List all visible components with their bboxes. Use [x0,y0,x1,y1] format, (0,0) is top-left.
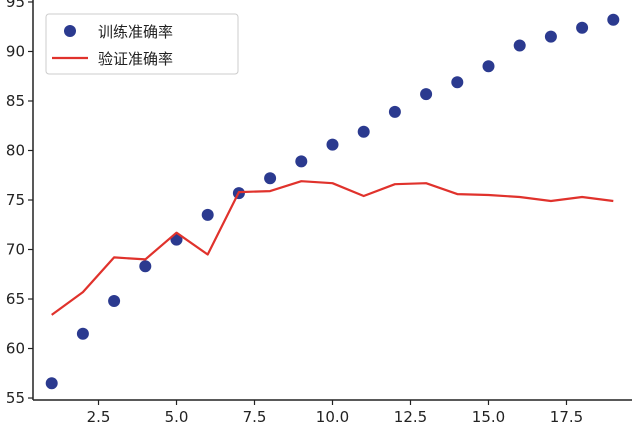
training-accuracy-point [264,172,277,185]
legend-box [45,13,239,75]
y-tick-label: 65 [6,290,25,308]
x-tick-label: 10.0 [316,408,349,426]
training-accuracy-point [295,155,308,168]
training-accuracy-point [201,208,214,221]
training-accuracy-point [139,260,152,273]
training-accuracy-point [388,105,401,118]
x-tick-label: 5.0 [165,408,189,426]
legend-marker-training [64,25,76,37]
training-accuracy-point [576,21,589,34]
x-tick-label: 12.5 [394,408,427,426]
training-accuracy-point [482,60,495,73]
x-tick-label: 7.5 [243,408,267,426]
y-tick-label: 70 [6,241,25,259]
chart-marks [45,13,620,390]
y-tick-label: 80 [6,141,25,159]
y-tick-label: 75 [6,191,25,209]
legend-label-validation: 验证准确率 [98,50,173,68]
training-accuracy-point [544,30,557,43]
training-accuracy-point [513,39,526,52]
y-tick-label: 90 [6,42,25,60]
training-accuracy-point [420,88,433,101]
training-accuracy-point [76,327,89,340]
training-accuracy-point [607,13,620,26]
y-tick-label: 60 [6,340,25,358]
x-tick-label: 2.5 [87,408,111,426]
training-accuracy-point [108,295,121,307]
training-accuracy-point [45,377,58,390]
chart-axes: 2.5 5.0 7.5 10.0 12.5 15.0 17.5 55 60 65 70 75 80 85 9… [6,0,632,426]
training-accuracy-point [357,125,370,138]
validation-accuracy-line [51,180,614,316]
training-accuracy-point [451,76,464,89]
y-tick-label: 85 [6,92,25,110]
legend-label-training: 训练准确率 [98,23,173,41]
x-tick-label: 17.5 [550,408,583,426]
x-tick-label: 15.0 [472,408,505,426]
y-tick-label: 95 [6,0,25,11]
training-accuracy-point [326,138,339,151]
y-tick-label: 55 [6,389,25,407]
